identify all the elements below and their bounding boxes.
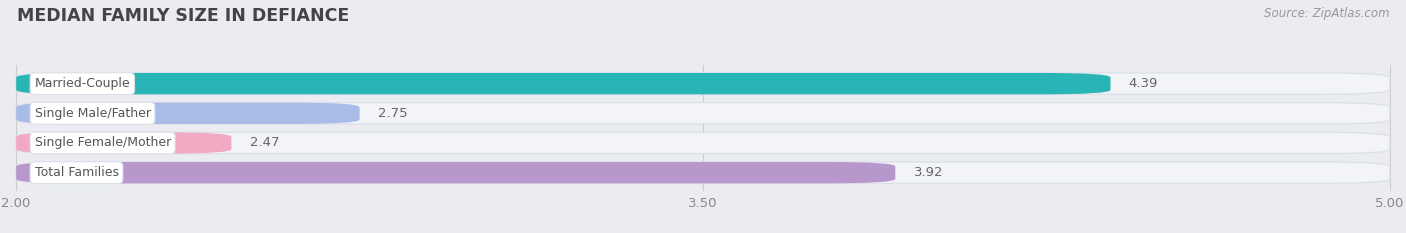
FancyBboxPatch shape [17, 132, 1389, 154]
Text: Source: ZipAtlas.com: Source: ZipAtlas.com [1264, 7, 1389, 20]
FancyBboxPatch shape [17, 73, 1389, 94]
FancyBboxPatch shape [17, 162, 1389, 183]
Text: Single Female/Mother: Single Female/Mother [35, 137, 170, 150]
Text: Married-Couple: Married-Couple [35, 77, 131, 90]
Text: 2.75: 2.75 [378, 107, 408, 120]
Text: Total Families: Total Families [35, 166, 118, 179]
FancyBboxPatch shape [17, 103, 1389, 124]
Text: 4.39: 4.39 [1129, 77, 1159, 90]
Text: Single Male/Father: Single Male/Father [35, 107, 150, 120]
FancyBboxPatch shape [17, 162, 896, 183]
Text: 3.92: 3.92 [914, 166, 943, 179]
FancyBboxPatch shape [17, 132, 232, 154]
Text: 2.47: 2.47 [250, 137, 280, 150]
Text: MEDIAN FAMILY SIZE IN DEFIANCE: MEDIAN FAMILY SIZE IN DEFIANCE [17, 7, 349, 25]
FancyBboxPatch shape [17, 103, 360, 124]
FancyBboxPatch shape [17, 73, 1111, 94]
